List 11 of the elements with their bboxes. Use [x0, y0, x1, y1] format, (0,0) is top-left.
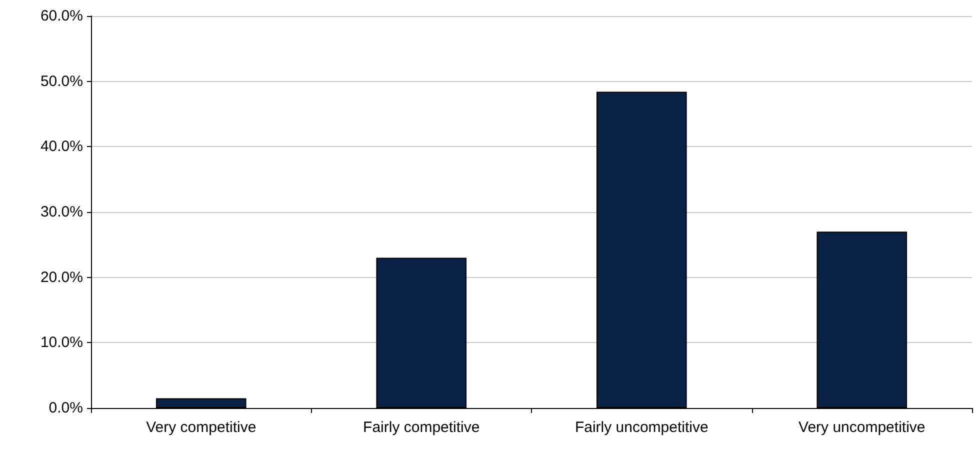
y-tick-label: 50.0%: [40, 72, 83, 90]
y-tick-label: 20.0%: [40, 268, 83, 286]
y-tick-label: 10.0%: [40, 334, 83, 352]
x-tick-label: Fairly uncompetitive: [574, 419, 708, 436]
y-tick-label: 30.0%: [40, 204, 83, 220]
x-tick-label: Very competitive: [146, 419, 256, 436]
y-tick-label: 0.0%: [48, 400, 83, 416]
y-tick-label: 40.0%: [40, 138, 83, 156]
x-tick-label: Fairly competitive: [363, 419, 480, 436]
x-tick-label: Very uncompetitive: [798, 419, 926, 436]
y-tick-label: 60.0%: [40, 8, 83, 24]
